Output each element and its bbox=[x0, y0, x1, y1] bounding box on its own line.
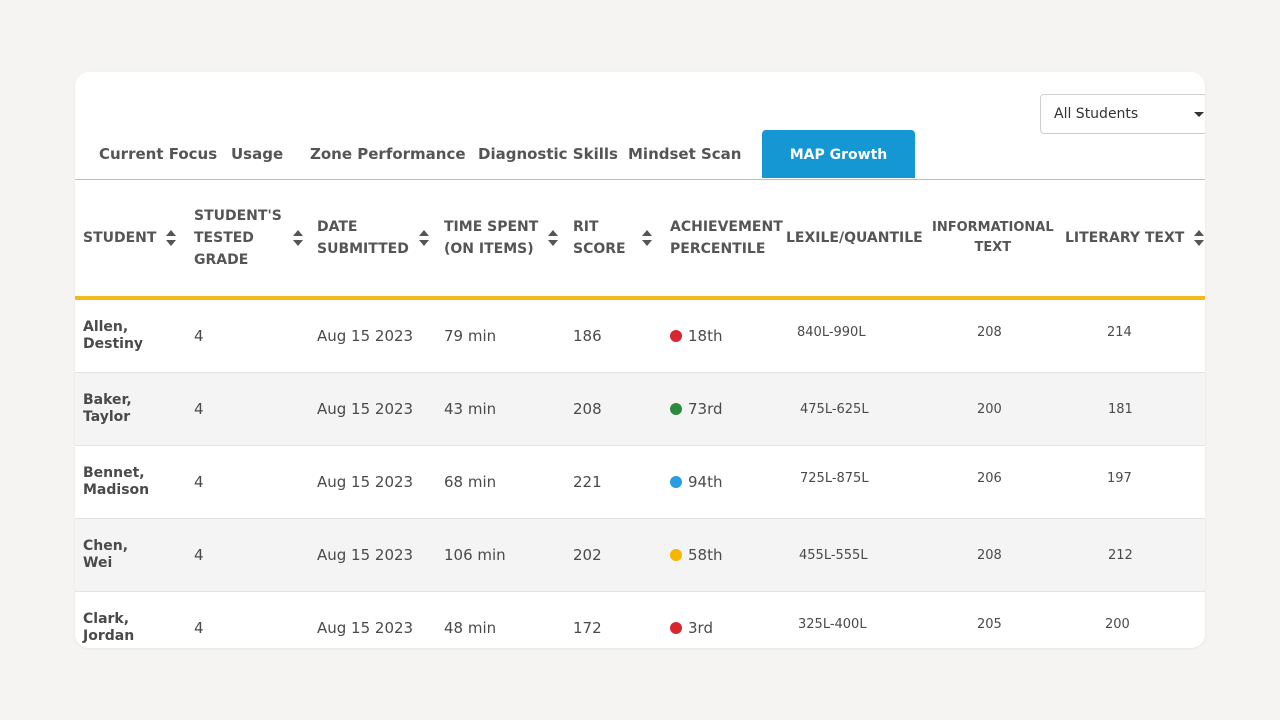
tab-usage[interactable]: Usage bbox=[231, 145, 284, 163]
column-header-date-submitted[interactable]: DATE SUBMITTED bbox=[317, 180, 429, 296]
rit-score: 186 bbox=[573, 327, 602, 345]
column-header-label: STUDENT'S TESTED GRADE bbox=[194, 208, 282, 268]
table-row[interactable]: Baker, Taylor 4 Aug 15 2023 43 min 208 73… bbox=[75, 373, 1205, 446]
report-tabs: Current Focus Usage Zone Performance Dia… bbox=[75, 130, 1205, 180]
header-accent-bar bbox=[75, 296, 1205, 300]
column-header-label: ACHIEVEMENT PERCENTILE bbox=[670, 219, 783, 257]
student-table-body: Allen, Destiny 4 Aug 15 2023 79 min 186 1… bbox=[75, 300, 1205, 648]
literary-text-score: 212 bbox=[1108, 547, 1133, 563]
achievement-percentile: 73rd bbox=[670, 373, 723, 445]
literary-text-score: 181 bbox=[1108, 401, 1133, 417]
rit-score: 202 bbox=[573, 546, 602, 564]
table-row[interactable]: Bennet, Madison 4 Aug 15 2023 68 min 221 … bbox=[75, 446, 1205, 519]
time-spent: 68 min bbox=[444, 473, 497, 491]
column-header-label: INFORMATIONAL TEXT bbox=[932, 220, 1054, 255]
sort-icon[interactable] bbox=[1194, 230, 1205, 246]
literary-text-score: 197 bbox=[1107, 470, 1132, 486]
column-header-tested-grade[interactable]: STUDENT'S TESTED GRADE bbox=[194, 180, 303, 296]
student-name[interactable]: Chen, Wei bbox=[83, 538, 129, 571]
achievement-percentile: 18th bbox=[670, 300, 722, 372]
date-submitted: Aug 15 2023 bbox=[317, 619, 414, 637]
map-growth-report-card: All Students Current Focus Usage Zone Pe… bbox=[75, 72, 1205, 648]
rit-score: 208 bbox=[573, 400, 602, 418]
achievement-percentile: 94th bbox=[670, 446, 722, 518]
column-header-time-spent[interactable]: TIME SPENT (ON ITEMS) bbox=[444, 180, 559, 296]
tab-map-growth[interactable]: MAP Growth bbox=[762, 130, 915, 178]
rit-score: 172 bbox=[573, 619, 602, 637]
sort-icon[interactable] bbox=[166, 230, 177, 246]
table-row[interactable]: Chen, Wei 4 Aug 15 2023 106 min 202 58th … bbox=[75, 519, 1205, 592]
tab-divider bbox=[75, 179, 1205, 180]
informational-text-score: 208 bbox=[977, 547, 1002, 563]
column-header-label: RIT SCORE bbox=[573, 219, 626, 257]
column-header-achievement-percentile: ACHIEVEMENT PERCENTILE bbox=[670, 180, 783, 296]
time-spent: 48 min bbox=[444, 619, 497, 637]
column-header-informational-text: INFORMATIONAL TEXT bbox=[932, 180, 1054, 296]
informational-text-score: 205 bbox=[977, 616, 1002, 632]
table-header: STUDENT STUDENT'S TESTED GRADE DATE SUBM… bbox=[75, 180, 1205, 296]
informational-text-score: 206 bbox=[977, 470, 1002, 486]
date-submitted: Aug 15 2023 bbox=[317, 400, 414, 418]
sort-icon[interactable] bbox=[548, 230, 559, 246]
literary-text-score: 214 bbox=[1107, 324, 1132, 340]
date-submitted: Aug 15 2023 bbox=[317, 546, 414, 564]
status-dot-icon bbox=[670, 622, 682, 634]
date-submitted: Aug 15 2023 bbox=[317, 327, 414, 345]
status-dot-icon bbox=[670, 403, 682, 415]
lexile-quantile: 840L-990L bbox=[797, 324, 866, 340]
achievement-percentile: 3rd bbox=[670, 592, 713, 648]
sort-icon[interactable] bbox=[641, 230, 652, 246]
status-dot-icon bbox=[670, 549, 682, 561]
time-spent: 106 min bbox=[444, 546, 506, 564]
lexile-quantile: 325L-400L bbox=[798, 616, 867, 632]
informational-text-score: 208 bbox=[977, 324, 1002, 340]
student-name[interactable]: Allen, Destiny bbox=[83, 319, 144, 352]
student-name[interactable]: Baker, Taylor bbox=[83, 392, 132, 425]
table-row[interactable]: Clark, Jordan 4 Aug 15 2023 48 min 172 3r… bbox=[75, 592, 1205, 648]
achievement-percentile: 58th bbox=[670, 519, 722, 591]
tested-grade: 4 bbox=[194, 546, 204, 564]
date-submitted: Aug 15 2023 bbox=[317, 473, 414, 491]
column-header-student[interactable]: STUDENT bbox=[83, 180, 177, 296]
tested-grade: 4 bbox=[194, 619, 204, 637]
student-filter-value: All Students bbox=[1054, 106, 1139, 122]
column-header-lexile-quantile: LEXILE/QUANTILE bbox=[786, 180, 923, 296]
column-header-label: LEXILE/QUANTILE bbox=[786, 230, 923, 246]
time-spent: 43 min bbox=[444, 400, 497, 418]
column-header-label: LITERARY TEXT bbox=[1065, 230, 1185, 246]
column-header-literary-text[interactable]: LITERARY TEXT bbox=[1065, 180, 1205, 296]
student-name[interactable]: Clark, Jordan bbox=[83, 611, 135, 644]
rit-score: 221 bbox=[573, 473, 602, 491]
student-name[interactable]: Bennet, Madison bbox=[83, 465, 150, 498]
status-dot-icon bbox=[670, 476, 682, 488]
table-row[interactable]: Allen, Destiny 4 Aug 15 2023 79 min 186 1… bbox=[75, 300, 1205, 373]
column-header-rit-score[interactable]: RIT SCORE bbox=[573, 180, 652, 296]
tested-grade: 4 bbox=[194, 473, 204, 491]
tab-zone-performance[interactable]: Zone Performance bbox=[310, 145, 466, 163]
student-filter-select[interactable]: All Students bbox=[1040, 94, 1205, 134]
tab-mindset-scan[interactable]: Mindset Scan bbox=[628, 145, 742, 163]
status-dot-icon bbox=[670, 330, 682, 342]
column-header-label: TIME SPENT (ON ITEMS) bbox=[444, 219, 539, 257]
time-spent: 79 min bbox=[444, 327, 497, 345]
lexile-quantile: 475L-625L bbox=[800, 401, 869, 417]
sort-icon[interactable] bbox=[418, 230, 429, 246]
lexile-quantile: 725L-875L bbox=[800, 470, 869, 486]
tab-current-focus[interactable]: Current Focus bbox=[99, 145, 218, 163]
chevron-down-icon[interactable] bbox=[1194, 112, 1204, 117]
tested-grade: 4 bbox=[194, 400, 204, 418]
literary-text-score: 200 bbox=[1105, 616, 1130, 632]
lexile-quantile: 455L-555L bbox=[799, 547, 868, 563]
sort-icon[interactable] bbox=[292, 230, 303, 246]
column-header-label: DATE SUBMITTED bbox=[317, 219, 409, 257]
tab-diagnostic-skills[interactable]: Diagnostic Skills bbox=[478, 145, 618, 163]
column-header-label: STUDENT bbox=[83, 230, 157, 246]
informational-text-score: 200 bbox=[977, 401, 1002, 417]
tested-grade: 4 bbox=[194, 327, 204, 345]
